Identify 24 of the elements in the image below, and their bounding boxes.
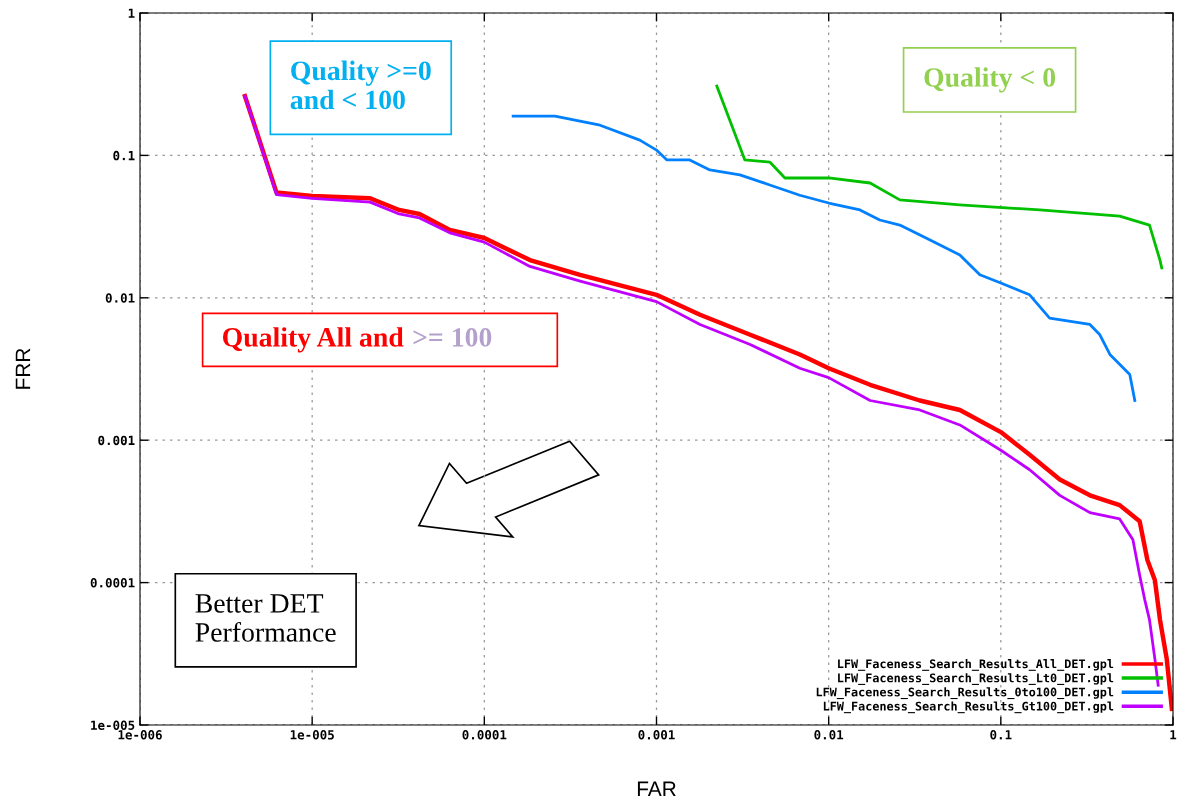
annotation: Quality >=0 and < 100: [290, 60, 431, 110]
legend-label: LFW_Faceness_Search_Results_0to100_DET.gpl: [816, 687, 1114, 700]
x-tick-label: 1: [1170, 730, 1177, 740]
x-tick-label: 0.0001: [462, 730, 507, 740]
y-tick-label: 1: [128, 8, 135, 18]
annotation: Quality < 0: [924, 67, 1056, 93]
y-tick-label: 0.001: [98, 435, 135, 446]
y-tick-label: 0.01: [105, 293, 135, 303]
annotation: Better DET Performance: [195, 594, 336, 642]
x-tick-label: 0.1: [990, 730, 1012, 740]
legend-label: LFW_Faceness_Search_Results_All_DET.gpl: [838, 659, 1114, 671]
legend-label: LFW_Faceness_Search_Results_Gt100_DET.gpl: [823, 701, 1114, 714]
legend-label: LFW_Faceness_Search_Results_Lt0_DET.gpl: [838, 673, 1114, 685]
x-tick-label: 0.001: [638, 730, 675, 740]
x-tick-label: 1e-005: [290, 730, 334, 740]
y-axis-title: FRR: [15, 348, 31, 389]
annotation: Quality All and: [222, 327, 404, 353]
x-axis-title: FAR: [637, 781, 676, 796]
annotation: >= 100: [413, 328, 492, 347]
y-tick-label: 1e-005: [91, 720, 135, 730]
y-tick-label: 0.0001: [90, 578, 135, 588]
x-tick-label: 0.01: [814, 730, 844, 740]
x-tick-label: 1e-006: [118, 730, 162, 740]
y-tick-label: 0.1: [113, 150, 135, 161]
